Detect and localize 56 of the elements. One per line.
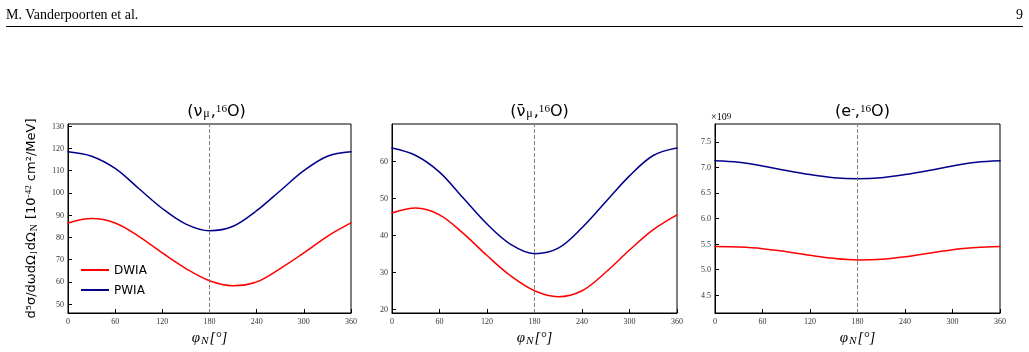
y-tick-label: 110 — [52, 166, 64, 176]
y-tick-label: 80 — [56, 232, 64, 242]
line-series — [67, 217, 352, 287]
x-tick-label: 60 — [758, 316, 767, 326]
x-tick-label: 360 — [345, 316, 357, 326]
x-tick-label: 180 — [528, 316, 541, 326]
x-tick-label: 120 — [481, 316, 493, 326]
x-tick-label: 360 — [994, 316, 1006, 326]
x-tick-label: 60 — [111, 316, 120, 326]
y-tick-label: 120 — [52, 143, 64, 153]
x-tick-label: 0 — [713, 316, 717, 326]
x-tick-label: 240 — [250, 316, 263, 326]
line-series — [391, 147, 678, 255]
y-tick-label: 40 — [380, 230, 388, 240]
text: ×109 — [711, 110, 732, 122]
x-tick-label: 300 — [297, 316, 310, 326]
y-tick-label: 20 — [380, 304, 388, 314]
x-tick-label: 360 — [671, 316, 683, 326]
y-tick-label: 7.0 — [701, 162, 711, 172]
y-tick-label: 5.5 — [701, 239, 711, 249]
line-series — [391, 207, 678, 298]
y-tick-label: 100 — [52, 188, 64, 198]
x-tick-label: 120 — [804, 316, 816, 326]
text: M. Vanderpoorten et al. — [6, 7, 139, 23]
text: 9 — [1016, 7, 1023, 23]
legend-label: DWIA — [114, 263, 148, 277]
y-tick-label: 90 — [56, 210, 64, 220]
line-series — [714, 245, 1001, 261]
legend-label: PWIA — [114, 283, 146, 297]
y-tick-label: 130 — [52, 121, 64, 131]
x-tick-label: 120 — [156, 316, 169, 326]
x-tick-label: 300 — [946, 316, 959, 326]
x-axis-title: φN[°] — [516, 329, 553, 346]
y-tick-label: 5.0 — [701, 265, 711, 275]
y-tick-label: 50 — [380, 193, 388, 203]
y-tick-label: 6.5 — [701, 188, 711, 198]
line-series — [714, 160, 1001, 180]
x-axis-title: φN[°] — [191, 329, 228, 346]
y-tick-label: 30 — [380, 267, 388, 277]
x-tick-label: 240 — [899, 316, 911, 326]
y-tick-label: 50 — [56, 299, 64, 309]
y-tick-label: 4.5 — [701, 290, 711, 300]
x-tick-label: 0 — [390, 316, 394, 326]
x-axis-title: φN[°] — [839, 329, 876, 346]
x-tick-label: 60 — [435, 316, 444, 326]
x-tick-label: 240 — [576, 316, 588, 326]
y-tick-label: 70 — [56, 255, 64, 265]
y-tick-label: 60 — [380, 156, 388, 166]
y-tick-label: 6.0 — [701, 214, 711, 223]
x-tick-label: 180 — [851, 316, 864, 326]
y-tick-label: 7.5 — [701, 137, 711, 147]
y-tick-label: 60 — [56, 277, 64, 287]
line-series — [67, 151, 352, 232]
x-tick-label: 0 — [66, 316, 70, 326]
x-tick-label: 300 — [623, 316, 636, 326]
x-tick-label: 180 — [203, 316, 216, 326]
